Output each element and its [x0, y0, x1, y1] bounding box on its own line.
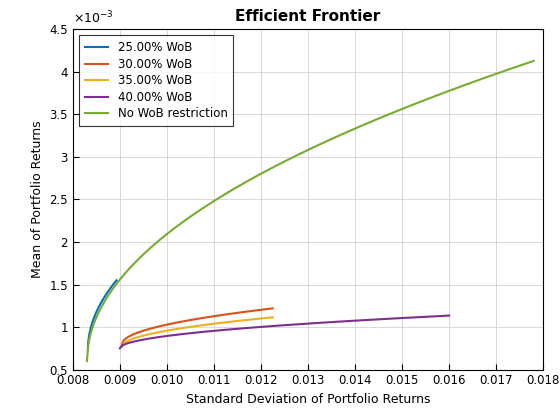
- 25.00% WoB: [90, 318, 96, 323]
- 30.00% WoB: [159, 323, 166, 328]
- 30.00% WoB: [119, 341, 125, 346]
- 30.00% WoB: [125, 334, 132, 339]
- 25.00% WoB: [86, 331, 93, 336]
- 35.00% WoB: [262, 315, 268, 320]
- 40.00% WoB: [116, 346, 123, 351]
- 35.00% WoB: [256, 316, 263, 321]
- No WoB restriction: [460, 83, 467, 88]
- 25.00% WoB: [85, 347, 91, 352]
- Line: 30.00% WoB: 30.00% WoB: [122, 308, 273, 344]
- 35.00% WoB: [269, 315, 276, 320]
- 25.00% WoB: [92, 312, 99, 317]
- 40.00% WoB: [130, 339, 137, 344]
- 40.00% WoB: [178, 332, 184, 337]
- No WoB restriction: [488, 73, 495, 78]
- Line: 25.00% WoB: 25.00% WoB: [88, 280, 116, 350]
- 30.00% WoB: [147, 326, 153, 331]
- 25.00% WoB: [112, 280, 119, 285]
- 30.00% WoB: [262, 307, 268, 312]
- 30.00% WoB: [256, 307, 263, 312]
- Y-axis label: Mean of Portfolio Returns: Mean of Portfolio Returns: [31, 121, 44, 278]
- 40.00% WoB: [446, 313, 452, 318]
- 25.00% WoB: [111, 281, 118, 286]
- No WoB restriction: [83, 359, 90, 364]
- No WoB restriction: [530, 58, 537, 63]
- Text: $\times10^{-3}$: $\times10^{-3}$: [73, 9, 114, 26]
- 40.00% WoB: [418, 315, 424, 320]
- 35.00% WoB: [119, 344, 125, 349]
- 25.00% WoB: [86, 333, 92, 339]
- X-axis label: Standard Deviation of Portfolio Returns: Standard Deviation of Portfolio Returns: [186, 393, 430, 406]
- Line: 40.00% WoB: 40.00% WoB: [120, 315, 449, 348]
- No WoB restriction: [349, 127, 356, 132]
- 40.00% WoB: [204, 329, 211, 334]
- No WoB restriction: [85, 341, 92, 346]
- No WoB restriction: [348, 128, 355, 133]
- 35.00% WoB: [128, 337, 134, 342]
- 30.00% WoB: [128, 333, 134, 338]
- 25.00% WoB: [113, 278, 120, 283]
- 35.00% WoB: [147, 331, 153, 336]
- Legend: 25.00% WoB, 30.00% WoB, 35.00% WoB, 40.00% WoB, No WoB restriction: 25.00% WoB, 30.00% WoB, 35.00% WoB, 40.0…: [79, 35, 234, 126]
- 40.00% WoB: [136, 338, 143, 343]
- 30.00% WoB: [269, 306, 276, 311]
- 40.00% WoB: [429, 314, 436, 319]
- Title: Efficient Frontier: Efficient Frontier: [235, 9, 381, 24]
- 35.00% WoB: [159, 329, 166, 334]
- Line: No WoB restriction: No WoB restriction: [87, 61, 534, 361]
- 35.00% WoB: [125, 338, 132, 343]
- No WoB restriction: [357, 124, 364, 129]
- Line: 35.00% WoB: 35.00% WoB: [122, 317, 273, 346]
